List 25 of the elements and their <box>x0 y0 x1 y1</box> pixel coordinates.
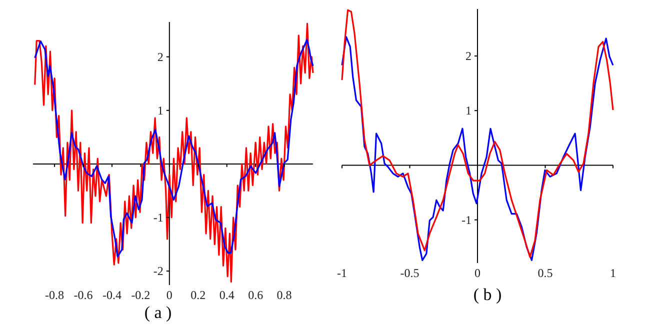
y-tick-label: -2 <box>153 264 164 278</box>
x-tick-label: 0.6 <box>248 288 264 302</box>
x-tick-label: 0.4 <box>219 288 234 302</box>
y-tick-label: -1 <box>153 210 164 225</box>
x-tick-label: -1 <box>337 266 347 280</box>
x-tick-label: -0.5 <box>400 266 420 280</box>
x-tick-label: 0 <box>166 288 172 302</box>
x-tick-label: -0.4 <box>102 288 122 302</box>
text: ( a ) <box>144 303 172 322</box>
x-tick-label: 0 <box>474 266 480 280</box>
y-tick-label: 2 <box>466 48 472 63</box>
x-tick-label: 1 <box>610 266 616 280</box>
x-tick-label: -0.6 <box>74 288 93 302</box>
line-series <box>34 38 314 258</box>
line-series <box>34 22 314 283</box>
text: ( b ) <box>473 285 502 304</box>
y-tick-label: 2 <box>157 50 164 64</box>
x-tick-label: 0.5 <box>538 266 553 280</box>
x-tick-label: -0.8 <box>45 288 64 302</box>
x-tick-label: -0.2 <box>131 288 150 302</box>
x-tick-label: 0.8 <box>276 288 292 302</box>
x-tick-label: 0.2 <box>190 288 206 302</box>
y-tick-label: -1 <box>462 212 472 227</box>
y-tick-label: 1 <box>466 104 472 118</box>
y-tick-label: 1 <box>157 103 164 118</box>
